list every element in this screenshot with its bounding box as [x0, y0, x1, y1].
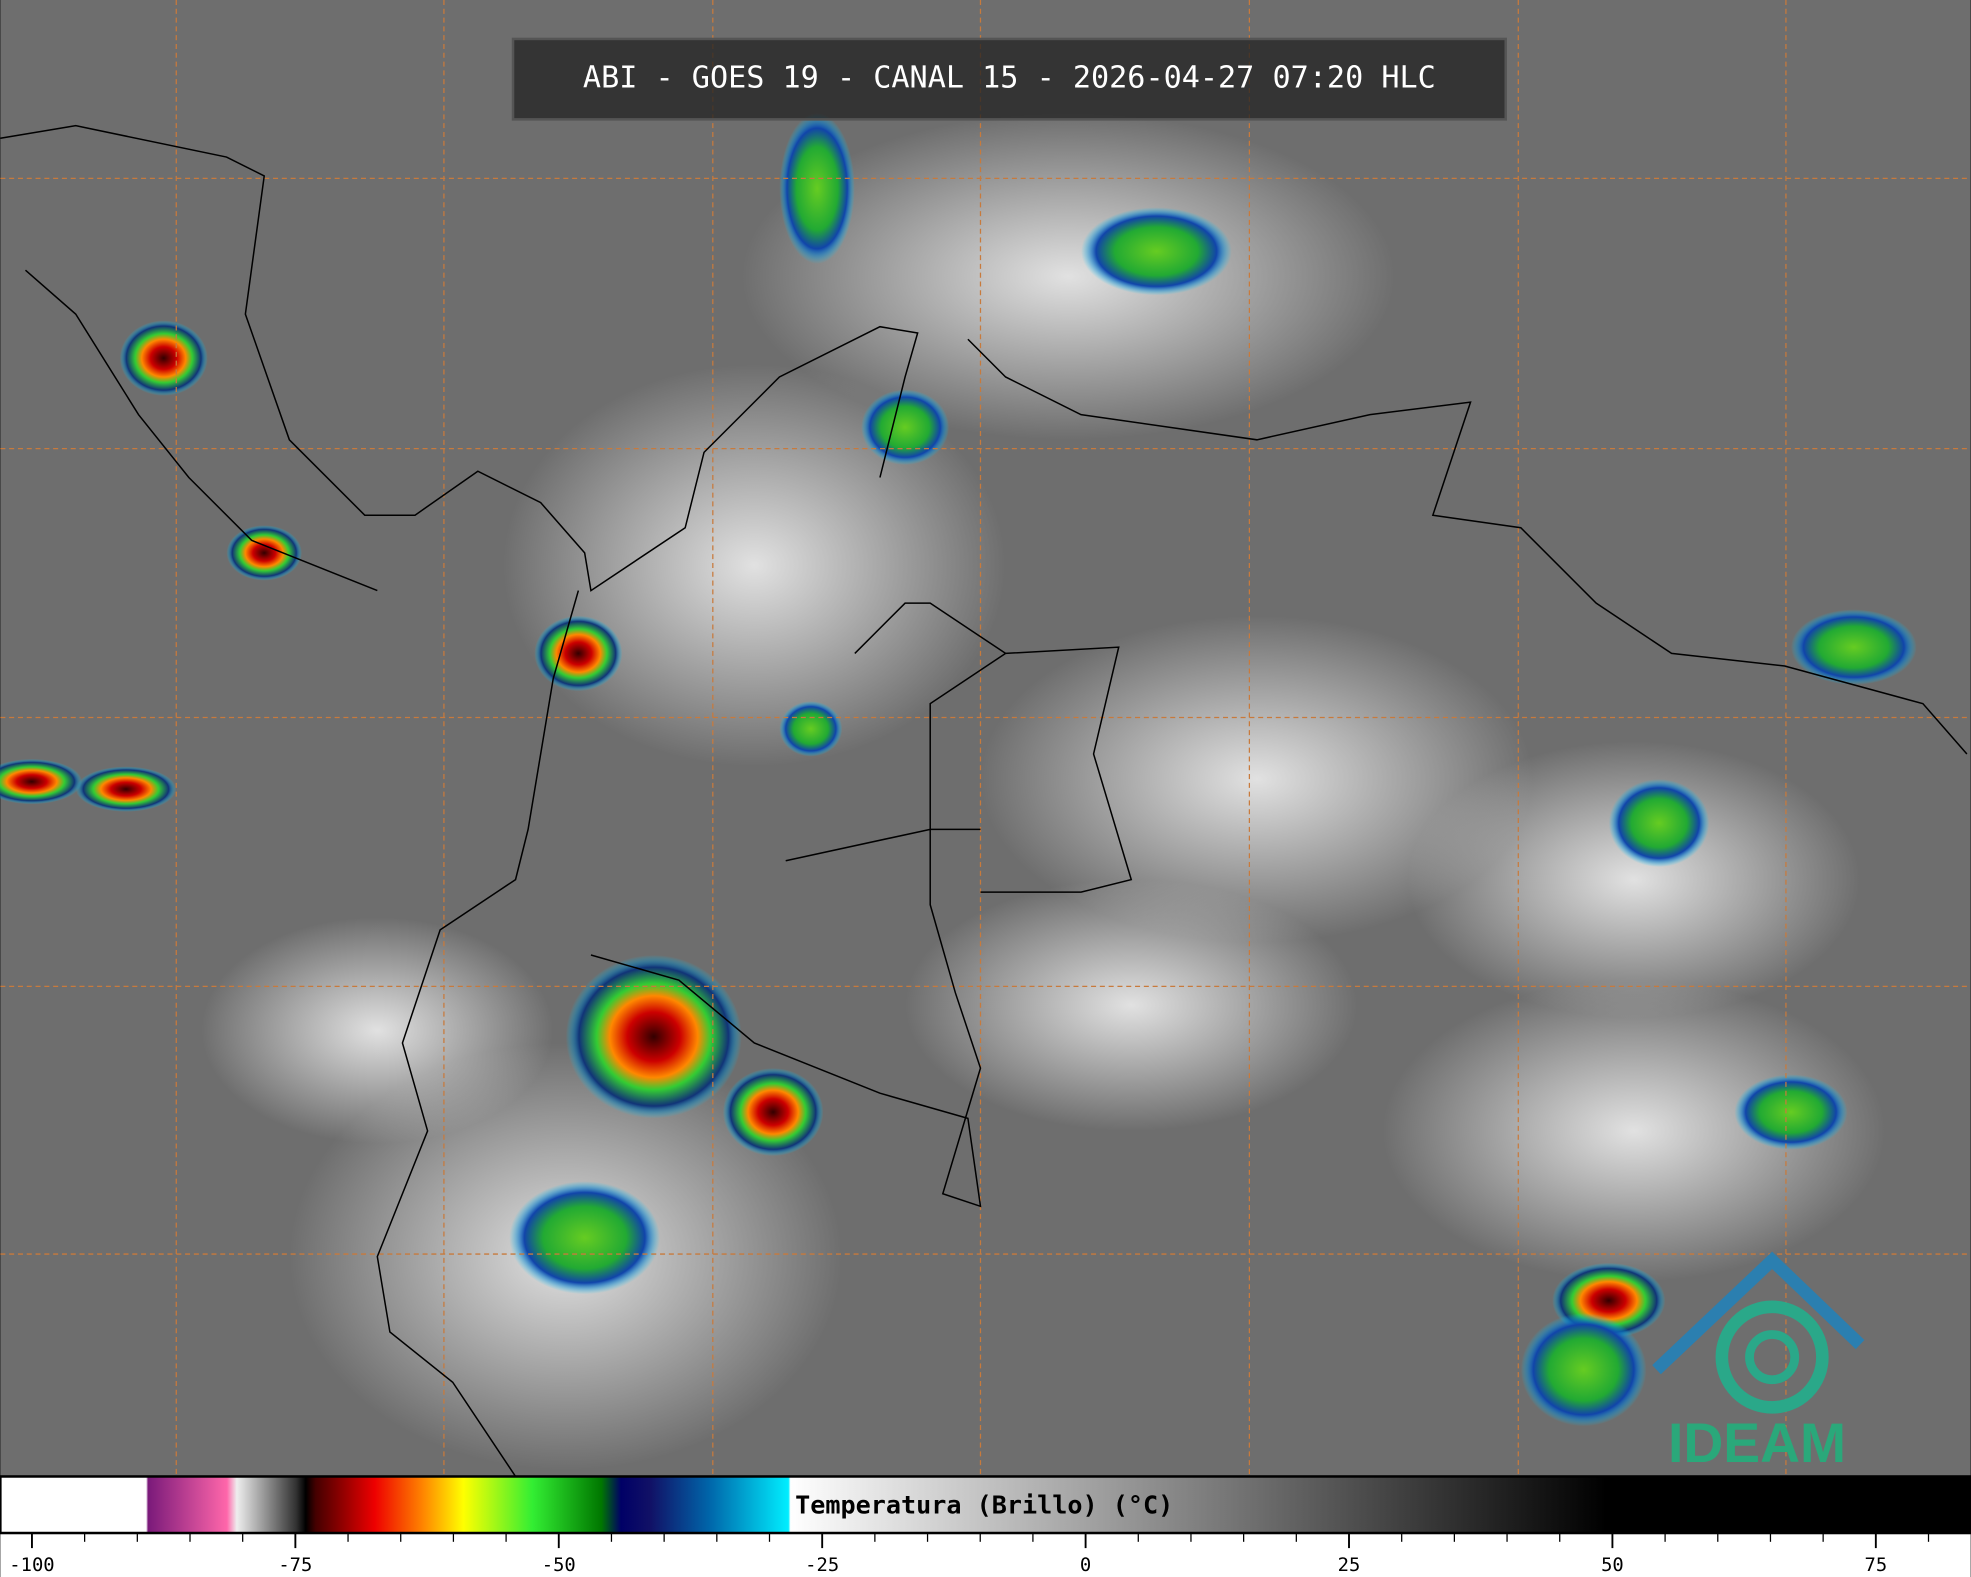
tick-label: 25 — [1338, 1555, 1361, 1576]
tick-label: 75 — [1864, 1555, 1887, 1576]
logo-text: IDEAM — [1668, 1412, 1846, 1474]
title: ABI - GOES 19 - CANAL 15 - 2026-04-27 07… — [583, 61, 1436, 96]
tick-label: -75 — [278, 1555, 312, 1576]
storms — [0, 113, 1917, 1427]
clouds — [201, 113, 1886, 1471]
tick-label: 0 — [1080, 1555, 1091, 1576]
logo: IDEAM — [1652, 1251, 1865, 1474]
graticule — [0, 0, 1971, 1477]
tick-label: -50 — [542, 1555, 576, 1576]
tick-label: -100 — [9, 1555, 54, 1576]
colorbar-ticks: -100 -75 -50 -25 0 25 50 75 — [9, 1533, 1930, 1576]
colorbar-label: Temperatura (Brillo) (°C) — [795, 1491, 1173, 1520]
borders — [0, 124, 1968, 1477]
title-box — [511, 37, 1507, 121]
tick-label: -25 — [805, 1555, 839, 1576]
tick-label: 50 — [1601, 1555, 1624, 1576]
